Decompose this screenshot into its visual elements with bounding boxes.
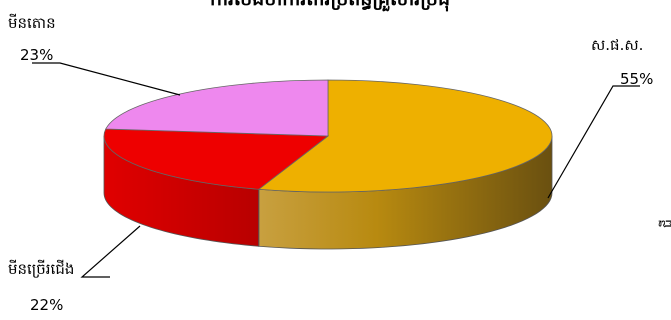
slice-value-red: 22% (30, 296, 64, 314)
cropped-edge-text: ជី (658, 219, 671, 228)
slice-value-gold: 55% (620, 70, 654, 88)
leader-red (80, 225, 141, 278)
slice-label-gold: ស.ផ.ស. (591, 36, 644, 54)
slice-label-red: មីនច្រើរជើង (8, 260, 75, 278)
chart-title: ការចែងចាំការពារប្រព័ន្ធគ្រួសារប្រជុំ (120, 0, 540, 12)
leader-pink (32, 62, 181, 96)
slice-label-pink: មីនតោន (8, 14, 56, 32)
leader-gold (547, 85, 640, 199)
slice-pink-top (105, 79, 329, 137)
slice-value-pink: 23% (20, 46, 54, 64)
slice-red-top (103, 128, 330, 190)
slice-gold-top (257, 79, 553, 193)
